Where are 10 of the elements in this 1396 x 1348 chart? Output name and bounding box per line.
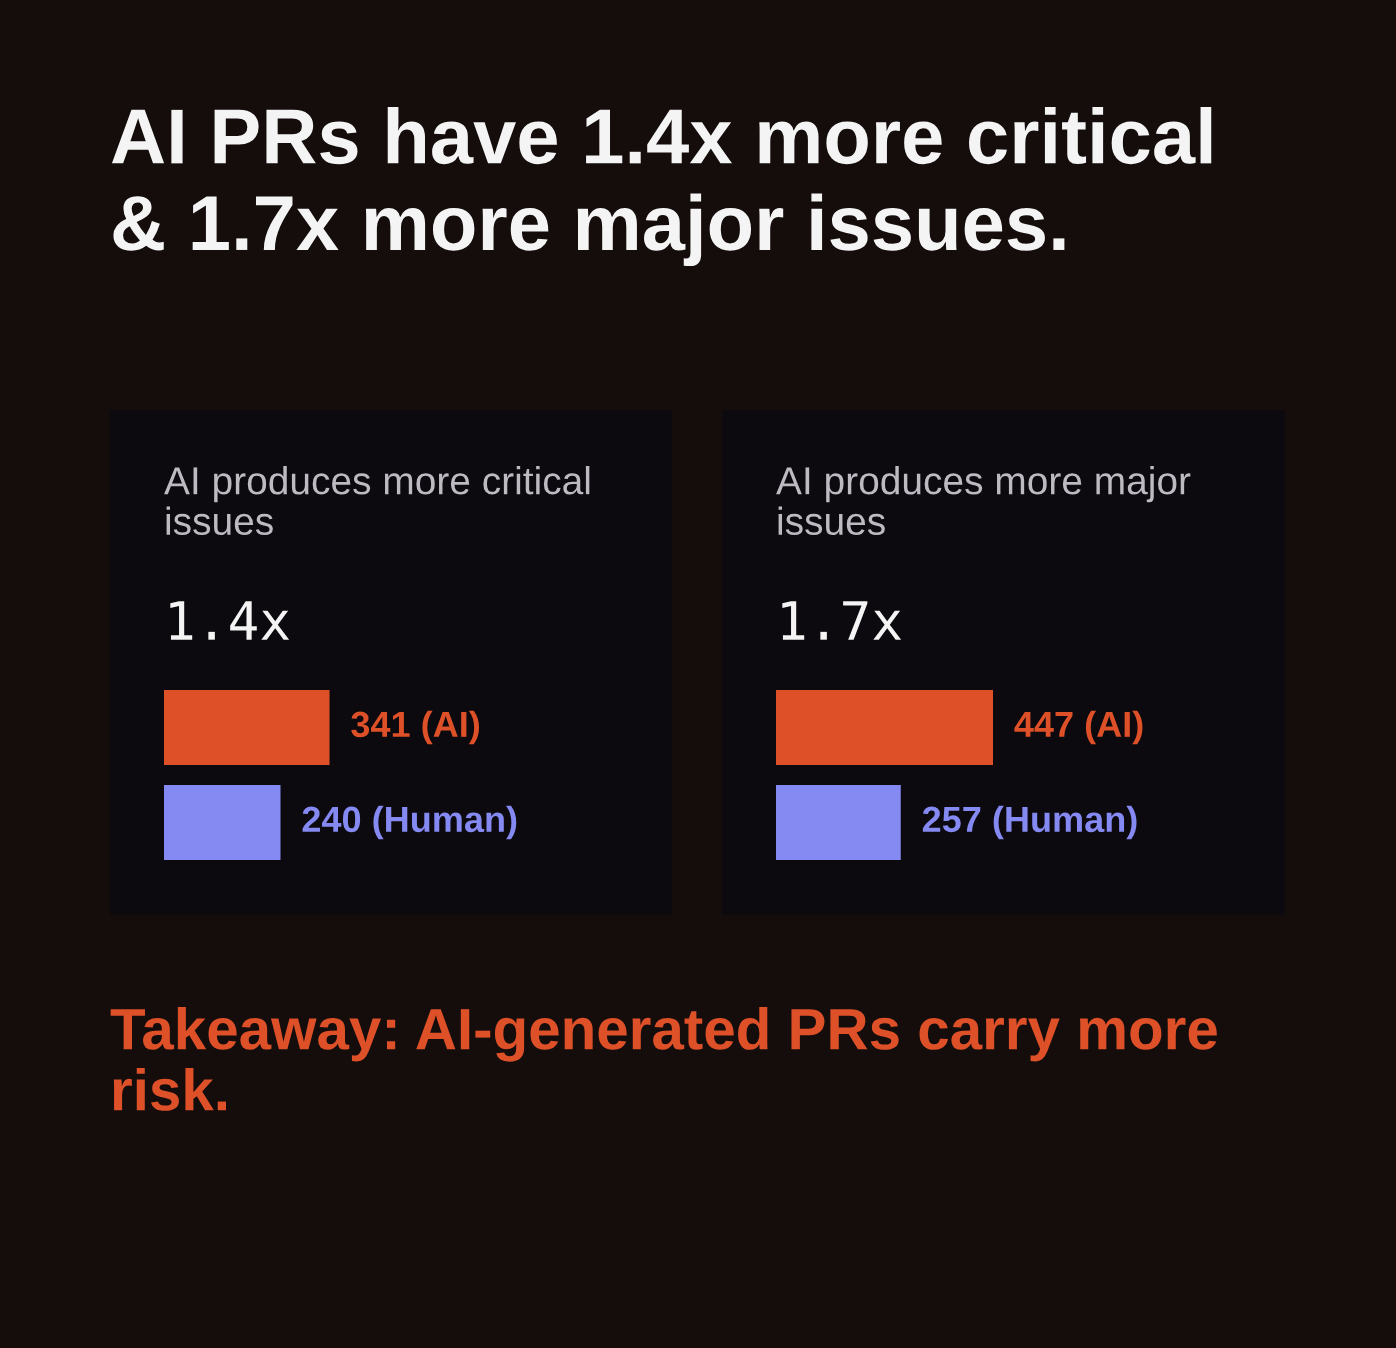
data-label: 447 (AI) bbox=[1014, 710, 1143, 745]
chart-title: AI produces more critical issues bbox=[164, 466, 590, 536]
chart-subtitle: 1.7x bbox=[782, 601, 902, 640]
data-label: 257 (Human) bbox=[922, 805, 1137, 840]
chart-subtitle: 1.4x bbox=[170, 601, 290, 640]
data-label: 341 (AI) bbox=[351, 710, 480, 745]
chart-title: AI produces more major issues bbox=[776, 466, 1191, 536]
data-label: 240 (Human) bbox=[302, 805, 517, 840]
text: Takeaway: AI-generated PRs carry more risk. bbox=[110, 1007, 1217, 1111]
text: AI PRs have 1.4x more critical & 1.7x more major issues. bbox=[111, 107, 1212, 267]
